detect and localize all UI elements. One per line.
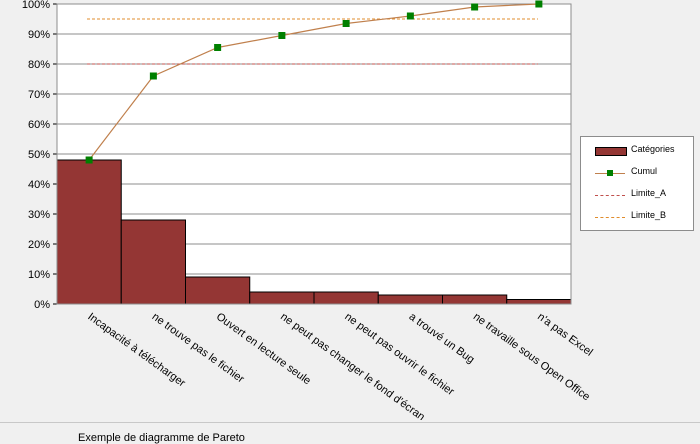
legend-item-cumul: Cumul [581, 163, 693, 183]
bar [185, 276, 251, 305]
y-tick-label: 50% [28, 149, 50, 161]
bar [506, 299, 572, 305]
bar [249, 291, 315, 305]
y-tick-label: 80% [28, 59, 50, 71]
cumul-marker [406, 12, 414, 20]
cumul-marker [342, 20, 350, 27]
y-tick-label: 20% [28, 239, 50, 251]
cumul-marker [85, 156, 93, 164]
y-tick-label: 10% [28, 269, 50, 281]
y-tick-label: 0% [34, 299, 50, 311]
cumul-line [88, 3, 539, 161]
cumul-marker [278, 32, 286, 39]
legend-swatch-bar [595, 147, 627, 156]
bar [442, 294, 508, 305]
cumul-marker [214, 44, 222, 51]
legend-label-cumul: Cumul [631, 166, 658, 176]
divider [0, 422, 700, 423]
y-tick-label: 40% [28, 179, 50, 191]
legend-label-limite-a: Limite_A [631, 188, 667, 198]
x-tick-label: ne peut pas ouvrir le fichier [342, 311, 456, 399]
bar [377, 294, 443, 305]
pareto-chart: 0%10%20%30%40%50%60%70%80%90%100%Incapac… [22, 0, 595, 420]
cumul-marker [149, 72, 157, 80]
bar [56, 159, 122, 305]
x-tick-label: n'a pas Excel [535, 311, 595, 359]
legend-item-limite-a: Limite_A [581, 185, 693, 205]
chart-caption: Exemple de diagramme de Pareto [78, 432, 245, 444]
bar [313, 291, 379, 305]
legend-label-categories: Catégories [631, 144, 675, 154]
y-tick-label: 90% [28, 29, 50, 41]
y-tick-label: 60% [28, 119, 50, 131]
y-tick-label: 70% [28, 89, 50, 101]
legend-item-categories: Catégories [581, 141, 693, 161]
plot-border [56, 3, 572, 305]
legend-item-limite-b: Limite_B [581, 207, 693, 227]
y-tick-label: 100% [22, 0, 50, 11]
y-tick-label: 30% [28, 209, 50, 221]
cumul-marker [471, 3, 479, 11]
legend-label-limite-b: Limite_B [631, 210, 667, 220]
legend-swatch-dash-b [595, 217, 625, 218]
x-tick-label: a trouvé un Bug [407, 311, 477, 366]
cumul-marker [535, 0, 543, 8]
legend-swatch-dash-a [595, 195, 625, 196]
x-tick-label: ne travaille sous Open Office [471, 311, 592, 404]
bar [120, 219, 186, 305]
legend-marker-square [607, 170, 613, 176]
chart-legend: Catégories Cumul Limite_A Limite_B [580, 136, 694, 231]
